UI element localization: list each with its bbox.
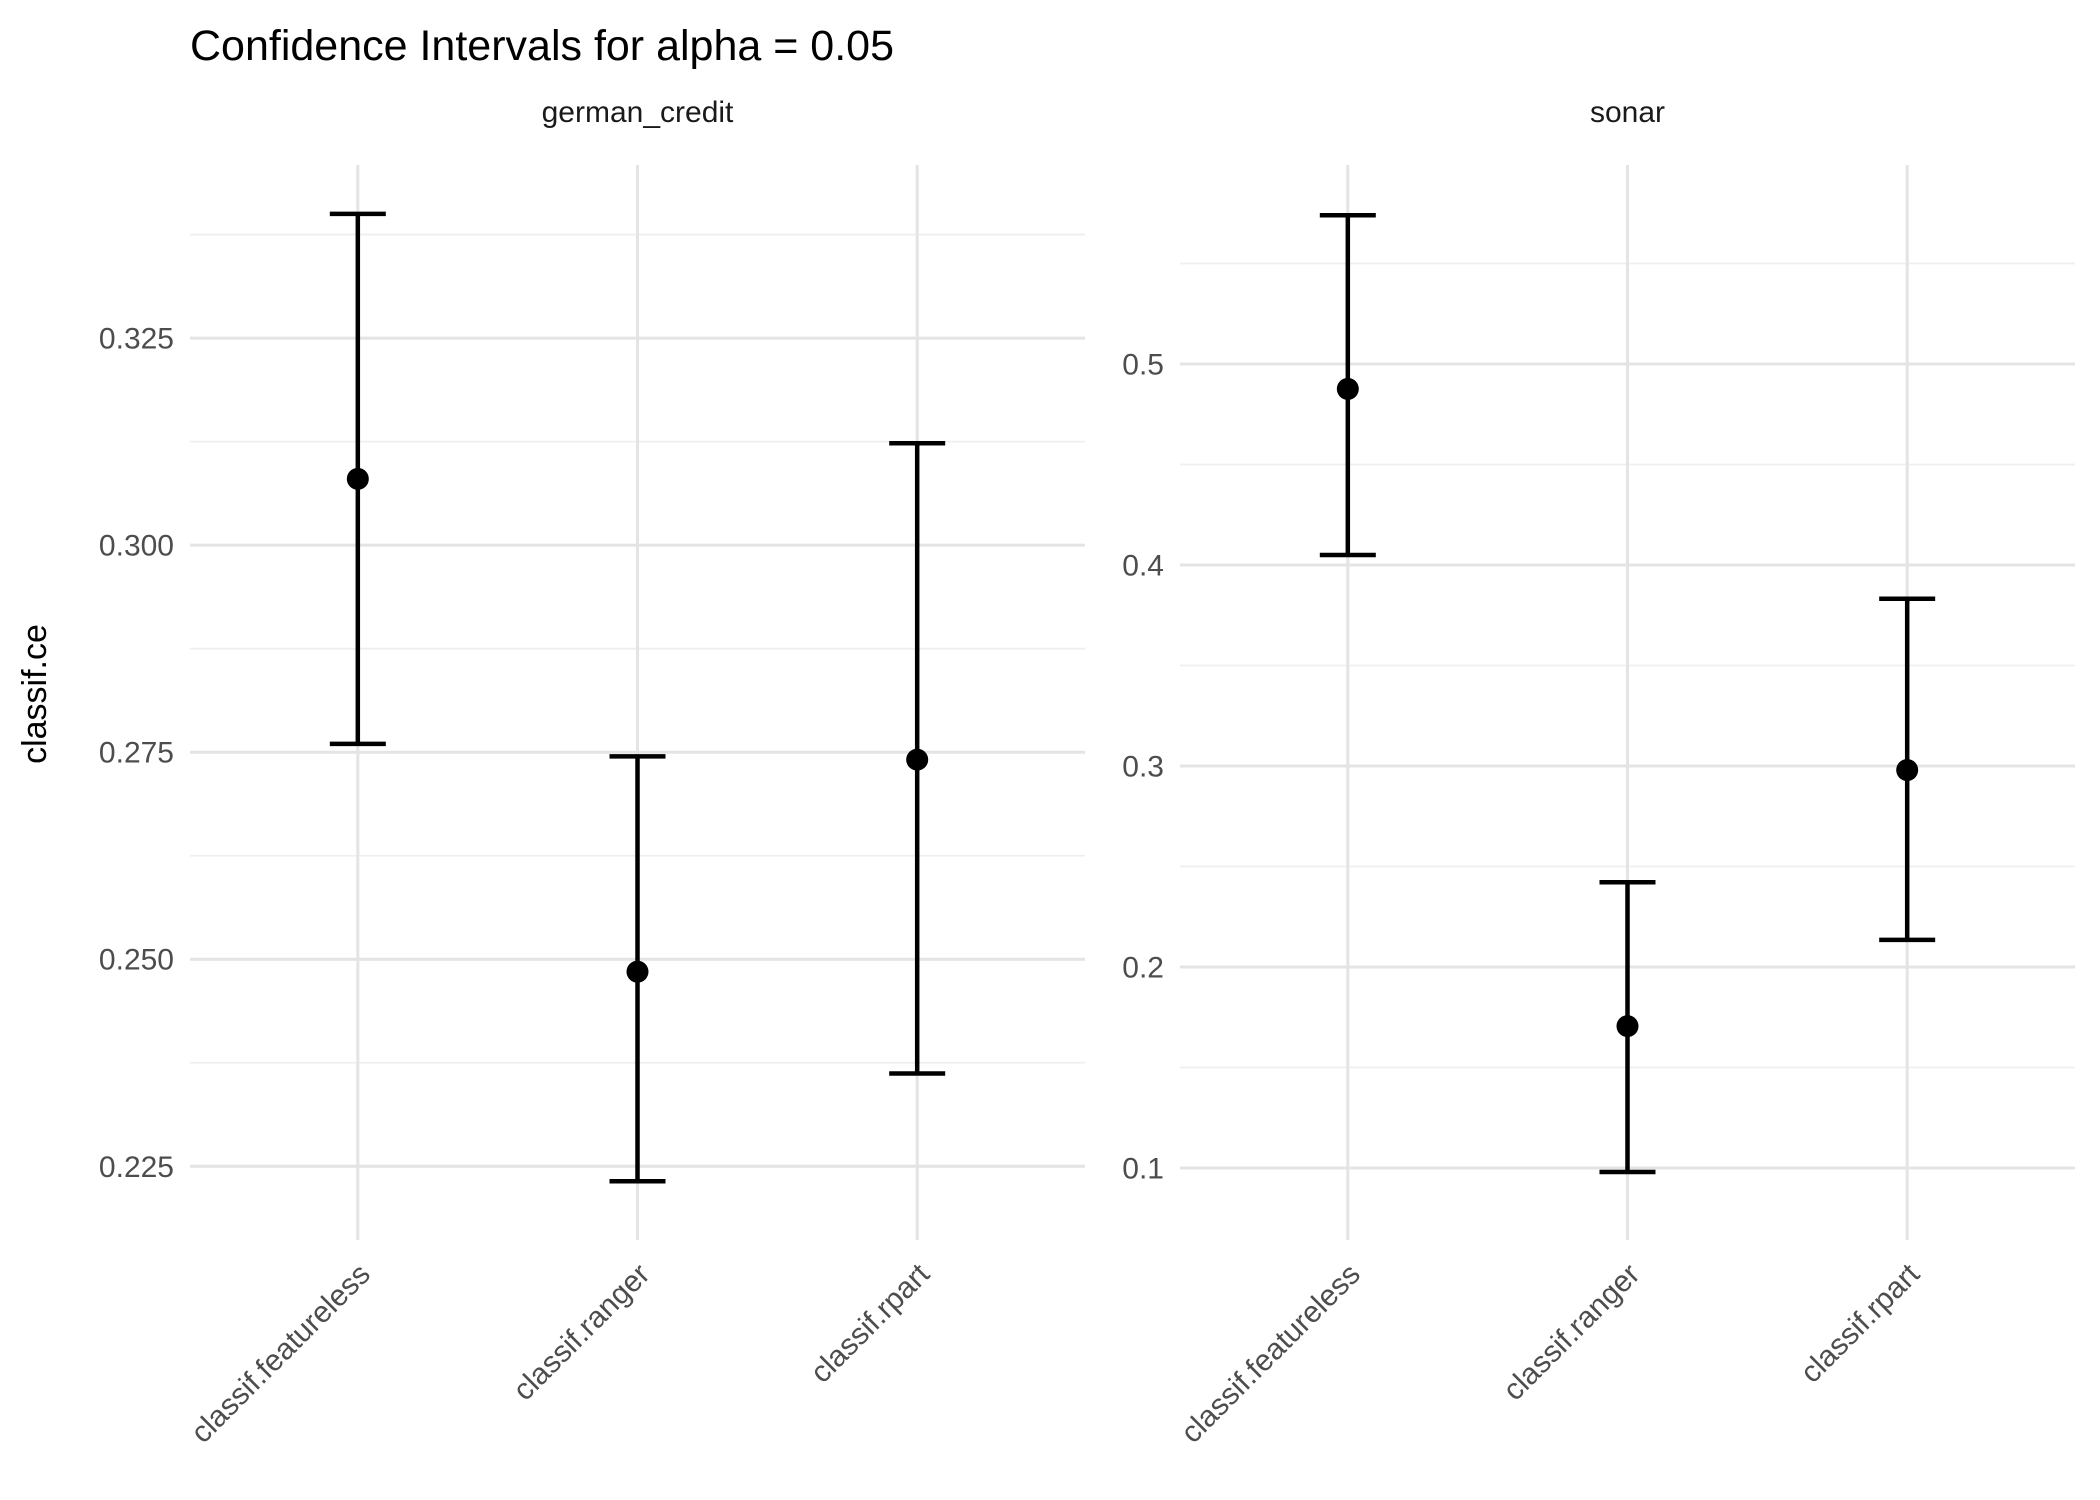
x-tick-label: classif.featureless bbox=[185, 1258, 377, 1450]
y-tick-label: 0.225 bbox=[99, 1151, 174, 1184]
error-bar bbox=[609, 754, 666, 1184]
y-tick-label: 0.275 bbox=[99, 737, 174, 770]
facet-label: sonar bbox=[1590, 96, 1665, 129]
error-bar bbox=[1599, 879, 1656, 1175]
facet-panels: 0.225 0.250 0.275 0.300 0.325 german_creditcl… bbox=[99, 96, 2075, 1450]
point-estimate bbox=[1336, 377, 1359, 400]
x-tick-label: classif.ranger bbox=[1497, 1258, 1646, 1407]
facet-panel: 0.1 0.2 0.3 0.4 0.5 sonar classif.featureless c… bbox=[1122, 96, 2075, 1450]
facet-panel: 0.225 0.250 0.275 0.300 0.325 german_creditcl… bbox=[99, 96, 1085, 1450]
y-tick-label: 0.325 bbox=[99, 323, 174, 356]
point-estimate bbox=[346, 467, 369, 490]
x-tick-label: classif.rpart bbox=[1794, 1257, 1926, 1389]
point-estimate bbox=[626, 960, 649, 983]
x-tick-label: classif.rpart bbox=[804, 1257, 936, 1389]
point-estimate bbox=[906, 748, 929, 771]
y-tick-label: 0.5 bbox=[1122, 348, 1164, 381]
error-bar bbox=[1319, 213, 1376, 558]
plot-title: Confidence Intervals for alpha = 0.05 bbox=[190, 22, 894, 70]
x-tick-label: classif.featureless bbox=[1175, 1258, 1367, 1450]
error-bar bbox=[329, 211, 386, 747]
point-estimate bbox=[1616, 1015, 1639, 1038]
facet-label: german_credit bbox=[542, 96, 734, 129]
y-tick-label: 0.3 bbox=[1122, 751, 1164, 784]
y-axis-title: classif.ce bbox=[16, 624, 54, 764]
y-tick-label: 0.2 bbox=[1122, 952, 1164, 985]
error-bar bbox=[889, 441, 946, 1076]
x-tick-label: classif.ranger bbox=[507, 1258, 656, 1407]
point-estimate bbox=[1896, 759, 1919, 782]
y-tick-label: 0.300 bbox=[99, 530, 174, 563]
y-tick-label: 0.4 bbox=[1122, 550, 1164, 583]
y-tick-label: 0.1 bbox=[1122, 1153, 1164, 1186]
y-tick-label: 0.250 bbox=[99, 944, 174, 977]
error-bar bbox=[1879, 596, 1936, 943]
